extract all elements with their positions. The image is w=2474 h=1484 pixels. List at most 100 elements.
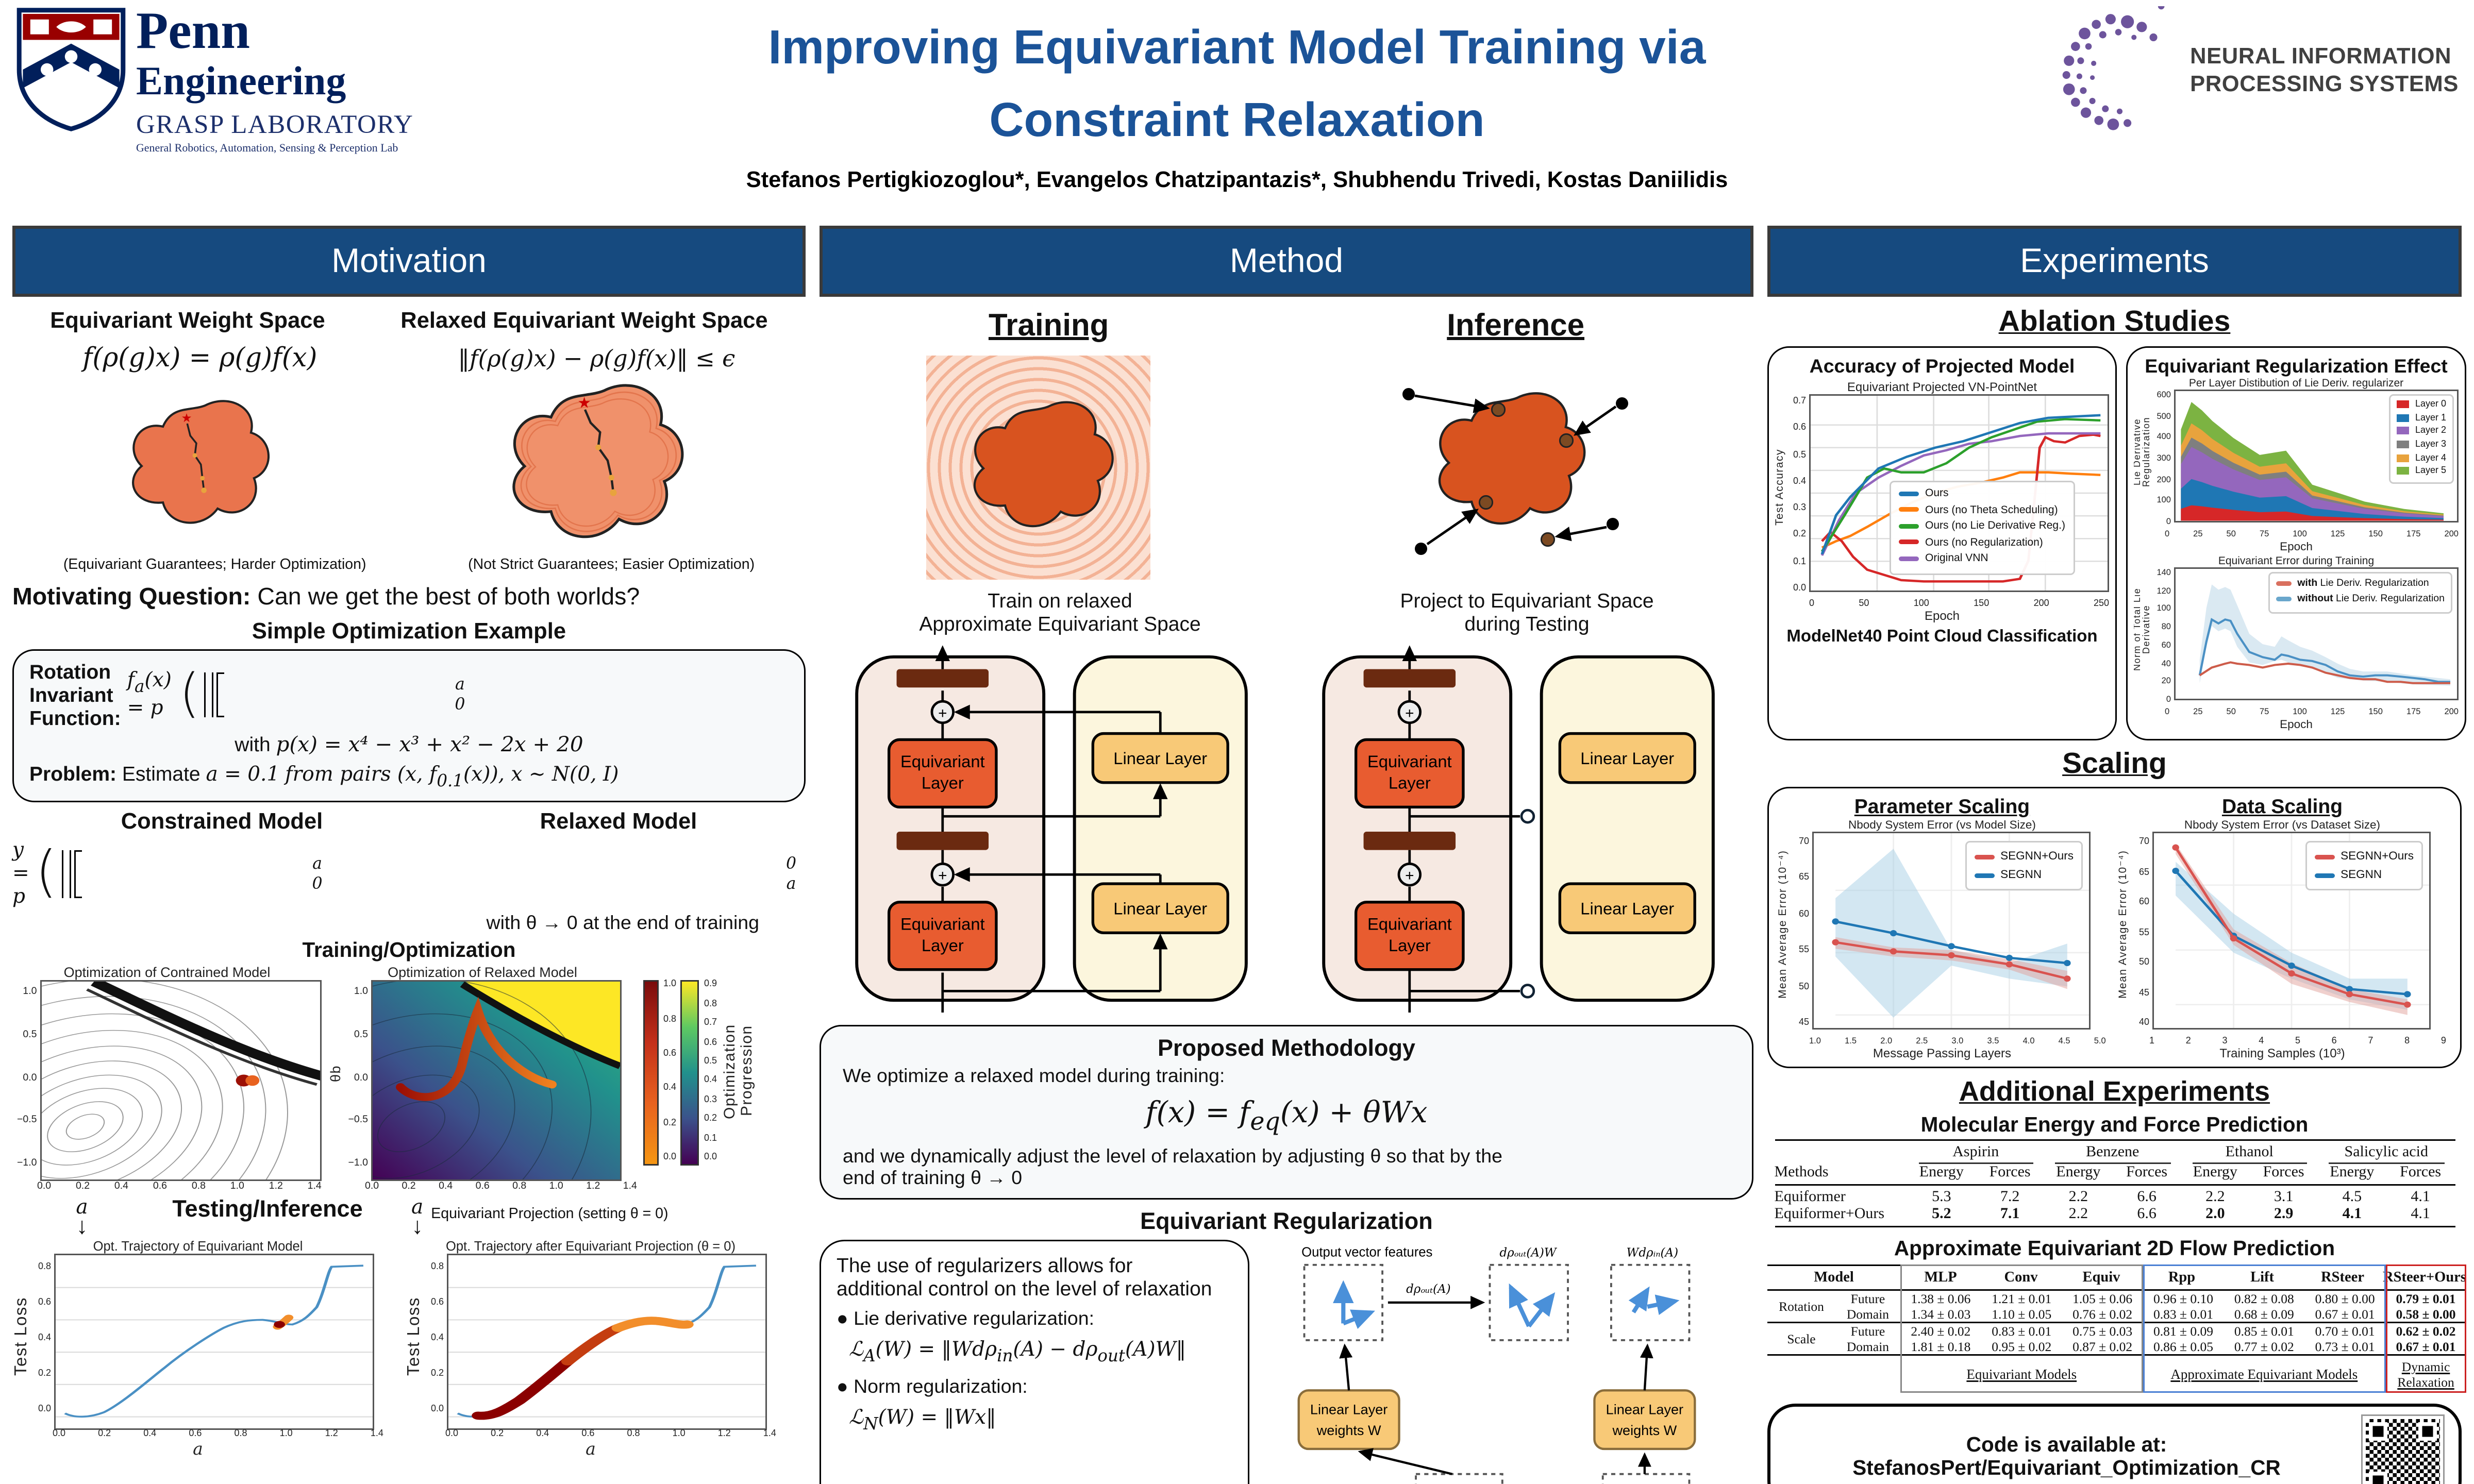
training-caption: Train on relaxed Approximate Equivariant … bbox=[919, 589, 1201, 635]
tick-label: 0.4 bbox=[704, 1076, 717, 1086]
dist-xlabel: Epoch bbox=[2280, 539, 2313, 553]
tick-label: 60 bbox=[1798, 910, 1809, 920]
svg-text:dρₒᵤₜ(A): dρₒᵤₜ(A) bbox=[1406, 1282, 1451, 1295]
param-plot-title: Nbody System Error (vs Model Size) bbox=[1848, 818, 2036, 832]
tick-label: 1.2 bbox=[586, 1181, 600, 1192]
tick-label: 1.0 bbox=[1809, 1037, 1821, 1047]
tick-label: 200 bbox=[2157, 475, 2171, 485]
tick-label: 80 bbox=[2161, 623, 2171, 633]
tick-label: 4 bbox=[2259, 1037, 2264, 1047]
tick-label: 45 bbox=[1798, 1018, 1809, 1028]
penn-brand-line2: Engineering bbox=[136, 59, 346, 104]
tick-label: 100 bbox=[2293, 708, 2307, 717]
mol-group: Benzene bbox=[2055, 1144, 2170, 1164]
constrained-model-title: Constrained Model bbox=[121, 809, 323, 834]
svg-text:Linear Layer: Linear Layer bbox=[1580, 899, 1674, 918]
methodology-equation: f(x) = feq(x) + θWx bbox=[1145, 1096, 1428, 1136]
code-box: Code is available at: StefanosPert/Equiv… bbox=[1767, 1404, 2462, 1484]
tick-label: 1.0 bbox=[672, 1429, 686, 1439]
tick-label: 0.7 bbox=[704, 1019, 717, 1028]
tick-label: 0.4 bbox=[439, 1181, 453, 1192]
tick-label: 4.5 bbox=[2058, 1037, 2070, 1047]
tick-label: 100 bbox=[2157, 605, 2171, 615]
data-legend: SEGNN+Ours SEGNN bbox=[2305, 841, 2423, 890]
svg-text:Equivariant: Equivariant bbox=[1367, 752, 1452, 771]
parameter-scaling: Parameter Scaling Nbody System Error (vs… bbox=[1778, 795, 2106, 1060]
svg-text:weights W: weights W bbox=[1612, 1422, 1677, 1438]
tick-label: 0.2 bbox=[38, 1369, 51, 1379]
grasp-lab-name: GRASP LABORATORY bbox=[136, 110, 414, 139]
dist-yticks: 600 500 400 300 200 100 0 bbox=[2152, 390, 2174, 530]
viridis-colorbar bbox=[681, 980, 700, 1166]
tick-label: 4.0 bbox=[2022, 1037, 2035, 1047]
tick-label: 70 bbox=[1798, 838, 1809, 847]
traj-left-yticks: 0.8 0.6 0.4 0.2 0.0 bbox=[31, 1253, 54, 1429]
inference-caption: Project to Equivariant Space during Testi… bbox=[1400, 589, 1654, 635]
mol-group: Ethanol bbox=[2192, 1144, 2307, 1164]
methodology-title: Proposed Methodology bbox=[1157, 1036, 1415, 1062]
contour-left-title: Optimization of Contrained Model bbox=[63, 965, 271, 981]
tick-label: 1.2 bbox=[717, 1429, 731, 1439]
trajectory-start-star: ★ bbox=[181, 411, 192, 425]
layer-legend: Layer 0 Layer 1 Layer 2 Layer 3 Layer 4 … bbox=[2388, 394, 2454, 484]
mol-row-equiformer-ours: Equiformer+Ours 5.2 7.1 2.2 6.6 2.0 2.9 4.1… bbox=[1774, 1206, 2430, 1223]
flow-foot-approximate: Approximate Equivariant Models bbox=[2170, 1367, 2358, 1382]
data-ylabel: Mean Average Error (10⁻⁴) bbox=[2118, 850, 2129, 999]
tick-label: 0.8 bbox=[430, 1262, 444, 1272]
equivariant-space-title: Equivariant Weight Space bbox=[50, 309, 325, 334]
tick-label: 1.5 bbox=[1845, 1037, 1857, 1047]
traj-right-title: Opt. Trajectory after Equivariant Projec… bbox=[445, 1238, 735, 1254]
tick-label: 0.0 bbox=[430, 1405, 444, 1414]
param-ylabel: Mean Average Error (10⁻⁴) bbox=[1778, 850, 1789, 999]
tick-label: 0.0 bbox=[1793, 584, 1806, 594]
accuracy-plot-title: Equivariant Projected VN-PointNet bbox=[1847, 380, 2037, 394]
param-yticks: 70 65 60 55 50 45 bbox=[1791, 832, 1812, 1037]
tick-label: 0.6 bbox=[581, 1429, 595, 1439]
data-scaling-title: Data Scaling bbox=[2221, 795, 2343, 818]
flow-table-title: Approximate Equivariant 2D Flow Predicti… bbox=[1894, 1237, 2335, 1260]
method-header-bar: Method bbox=[820, 226, 1753, 297]
accuracy-caption: ModelNet40 Point Cloud Classification bbox=[1786, 628, 2098, 646]
tick-label: 0.6 bbox=[153, 1181, 167, 1192]
regularizers-intro: The use of regularizers allows for additi… bbox=[837, 1253, 1212, 1300]
tick-label: 50 bbox=[2226, 708, 2236, 717]
norm-reg-bullet: ● Norm regularization: bbox=[837, 1376, 1028, 1398]
tick-label: 45 bbox=[2138, 988, 2149, 998]
mol-group-header-row: Aspirin Benzene Ethanol Salicylic acid bbox=[1775, 1144, 2455, 1164]
tick-label: 0.8 bbox=[627, 1429, 640, 1439]
accuracy-yticks: 0.7 0.6 0.5 0.4 0.3 0.2 0.1 0.0 bbox=[1786, 394, 1809, 600]
svg-text:+: + bbox=[938, 705, 947, 722]
flow-foot-dynamic: Dynamic Relaxation bbox=[2397, 1358, 2454, 1390]
tick-label: 1.2 bbox=[269, 1181, 283, 1192]
neurips-text-line2: PROCESSING SYSTEMS bbox=[2190, 73, 2459, 97]
grasp-tagline: General Robotics, Automation, Sensing & … bbox=[136, 141, 398, 155]
methodology-line2b: end of training θ → 0 bbox=[843, 1167, 1023, 1189]
projection-arrow-right: a ↓ Equivariant Projection (setting θ = … bbox=[411, 1196, 668, 1240]
equivariant-space-caption: (Equivariant Guarantees; Harder Optimiza… bbox=[63, 556, 366, 574]
traj-right-xlabel: a bbox=[586, 1439, 596, 1459]
tick-label: 0.4 bbox=[663, 1084, 677, 1094]
data-plot-title: Nbody System Error (vs Dataset Size) bbox=[2184, 818, 2381, 832]
traj-left-title: Opt. Trajectory of Equivariant Model bbox=[93, 1238, 303, 1254]
contour-right-title: Optimization of Relaxed Model bbox=[388, 965, 577, 981]
tick-label: 6 bbox=[2331, 1037, 2337, 1047]
accuracy-xlabel: Epoch bbox=[1924, 609, 1960, 623]
tick-label: 1.0 bbox=[279, 1429, 293, 1439]
code-line1: Code is available at: bbox=[1966, 1433, 2167, 1456]
tick-label: 600 bbox=[2157, 391, 2171, 400]
tick-label: 100 bbox=[1913, 600, 1929, 609]
accuracy-ylabel: Test Accuracy bbox=[1775, 448, 1786, 526]
flow-group-rotation: Rotation bbox=[1779, 1298, 1824, 1314]
tick-label: 300 bbox=[2157, 454, 2171, 464]
tick-label: −1.0 bbox=[348, 1158, 368, 1169]
tick-label: 0.8 bbox=[512, 1181, 527, 1192]
training-optimization-title: Training/Optimization bbox=[302, 938, 516, 962]
tick-label: 0.2 bbox=[1793, 531, 1806, 541]
tick-label: 20 bbox=[2161, 677, 2171, 687]
tick-label: 0.6 bbox=[704, 1038, 717, 1048]
trajectory-colorbar bbox=[643, 980, 659, 1166]
svg-text:dρₒᵤₜ(A)W: dρₒᵤₜ(A)W bbox=[1499, 1246, 1558, 1259]
mol-row-equiformer: Equiformer 5.3 7.2 2.2 6.6 2.2 3.1 4.5 4.1 bbox=[1774, 1189, 2430, 1206]
svg-text:Equivariant: Equivariant bbox=[900, 914, 985, 933]
